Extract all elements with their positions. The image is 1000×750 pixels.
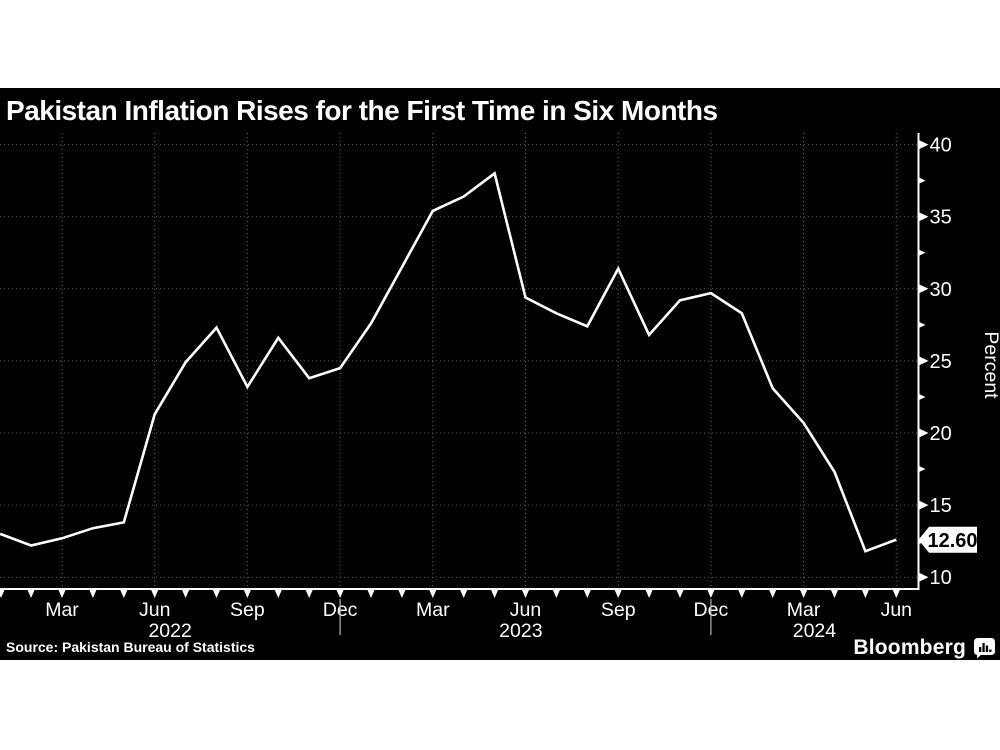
y-minor-tick [919,466,926,473]
y-major-tick [919,572,929,582]
y-tick-label: 10 [930,567,952,589]
y-tick-label: 30 [930,279,952,301]
y-minor-tick [919,249,926,256]
inflation-line [0,171,897,553]
y-minor-tick [919,177,926,184]
bloomberg-wordmark: Bloomberg [853,636,966,659]
x-month-tick [645,590,653,598]
year-label: 2024 [793,620,837,642]
x-tick-label: Mar [787,599,821,621]
x-month-tick [243,590,251,598]
x-month-tick [831,590,838,598]
x-month-tick [769,590,777,598]
x-month-tick [522,590,529,598]
y-axis-title: Percent [980,331,1000,399]
x-month-tick [552,590,560,598]
x-tick-label: Mar [416,599,450,621]
x-month-tick [27,590,35,598]
x-month-tick [460,590,468,598]
y-major-tick [919,428,929,438]
x-month-tick [398,590,406,598]
y-tick-label: 25 [930,351,952,373]
x-tick-label: Jun [510,599,541,621]
y-tick-label: 35 [930,207,952,229]
x-month-tick [614,590,622,598]
x-month-tick [800,590,808,598]
y-major-tick [919,140,929,150]
y-major-tick [919,500,929,510]
x-month-tick [120,590,128,598]
y-tick-label: 20 [930,423,952,445]
x-month-tick [305,590,313,598]
year-label: 2022 [148,620,191,642]
y-major-tick [919,356,929,366]
x-tick-label: Jun [139,599,170,621]
y-minor-tick [919,393,926,400]
x-month-tick [89,590,97,598]
x-month-tick [707,590,715,598]
y-major-tick [919,284,929,294]
last-value-tag [918,526,977,553]
source-note: Source: Pakistan Bureau of Statistics [6,639,255,655]
bar-chart-bubble-icon [974,638,995,659]
x-month-tick [429,590,437,598]
y-tick-label: 40 [930,135,952,157]
x-tick-label: Sep [230,599,265,621]
year-label: 2023 [499,620,542,642]
x-month-tick [367,590,375,598]
x-month-tick [892,590,900,598]
x-month-tick [583,590,591,598]
y-major-tick [919,212,929,222]
x-month-tick [861,590,869,598]
x-month-tick [58,590,66,598]
x-month-tick [213,590,220,598]
x-month-tick [491,590,499,598]
bloomberg-logo: Bloomberg [853,636,996,660]
y-minor-tick [919,321,926,328]
x-month-tick [676,590,684,598]
x-month-tick [274,590,282,598]
x-month-tick [738,590,746,598]
chart-card: Pakistan Inflation Rises for the First T… [0,88,1000,660]
x-month-tick [336,590,344,598]
x-month-tick [0,590,5,598]
x-tick-label: Sep [601,599,636,621]
x-tick-label: Jun [881,599,912,621]
chart-title: Pakistan Inflation Rises for the First T… [6,95,718,126]
y-tick-label: 15 [930,495,952,517]
last-value-label: 12.60 [927,530,977,552]
x-tick-label: Mar [45,599,79,621]
x-month-tick [151,590,159,598]
x-month-tick [182,590,190,598]
